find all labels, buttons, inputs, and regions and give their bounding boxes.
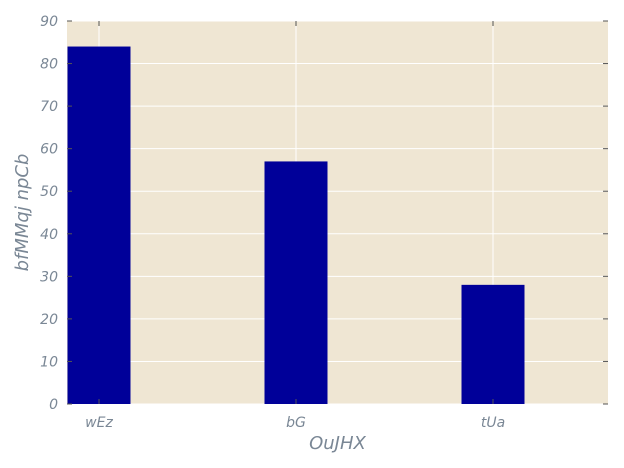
bar-bG: [264, 161, 328, 404]
y-tick-label: 70: [40, 99, 58, 115]
x-tick-label: wEz: [85, 415, 113, 431]
y-tick-label: 50: [40, 184, 58, 200]
x-tick-label: bG: [286, 415, 306, 431]
x-tick-label: tUa: [481, 415, 505, 431]
y-tick-label: 40: [40, 227, 58, 243]
y-tick-label: 90: [40, 14, 58, 30]
x-axis-label: OuJHX: [309, 433, 366, 454]
bars: [67, 46, 525, 405]
y-tick-labels: 0 10 20 30 40 50 60 70 80 90: [40, 14, 58, 413]
bar-wEz: [67, 46, 131, 405]
y-tick-label: 80: [40, 57, 58, 73]
y-tick-label: 20: [40, 312, 58, 328]
tick-marks: [67, 20, 608, 405]
plot-area: [67, 21, 608, 404]
y-tick-label: 10: [40, 354, 58, 370]
y-tick-label: 0: [49, 397, 58, 413]
y-axis-label: bfMMqj npCb: [12, 154, 33, 272]
y-tick-label: 30: [40, 269, 58, 285]
bar-tUa: [461, 284, 525, 404]
y-tick-label: 60: [40, 142, 58, 158]
x-tick-labels: wEz bG tUa: [85, 415, 505, 431]
